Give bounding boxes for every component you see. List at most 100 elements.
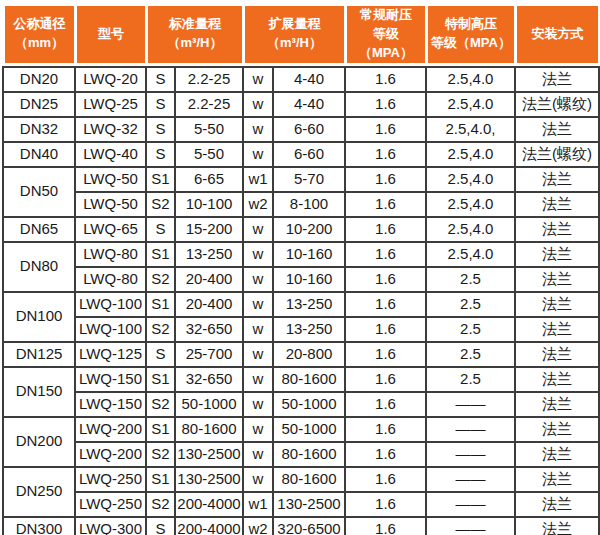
cell-normal-pressure: 1.6 [345,367,426,392]
cell-install-method: 法兰 [515,192,599,217]
cell-install-method: 法兰 [515,467,599,492]
cell-high-pressure: —— [426,492,515,517]
cell-standard-code: S2 [146,492,175,517]
cell-nominal-diameter: DN300 [3,517,75,535]
cell-standard-code: S [146,517,175,535]
cell-high-pressure: 2.5,4.0 [426,217,515,242]
cell-install-method: 法兰 [515,492,599,517]
cell-extended-range: 10-160 [273,267,345,292]
cell-normal-pressure: 1.6 [345,67,426,92]
cell-nominal-diameter: DN25 [3,92,75,117]
cell-install-method: 法兰 [515,342,599,367]
header-high-pressure: 特制高压 等级（MPA） [427,5,516,65]
cell-normal-pressure: 1.6 [345,342,426,367]
cell-extended-range: 4-40 [273,92,345,117]
cell-standard-code: S2 [146,392,175,417]
cell-high-pressure: 2.5 [426,342,515,367]
cell-normal-pressure: 1.6 [345,492,426,517]
cell-standard-range: 20-400 [175,267,243,292]
cell-model: LWQ-40 [75,142,146,167]
cell-extended-range: 5-70 [273,167,345,192]
cell-extended-range: 80-1600 [273,467,345,492]
cell-install-method: 法兰 [515,267,599,292]
cell-extended-range: 8-100 [273,192,345,217]
cell-model: LWQ-65 [75,217,146,242]
cell-standard-code: S2 [146,442,175,467]
cell-model: LWQ-250 [75,492,146,517]
cell-high-pressure: 2.5,4.0 [426,92,515,117]
cell-standard-code: S [146,67,175,92]
cell-extended-range: 6-60 [273,117,345,142]
cell-standard-range: 13-250 [175,242,243,267]
cell-standard-range: 200-4000 [175,492,243,517]
header-nominal-diameter: 公称通径 （mm） [4,5,76,65]
table-row: LWQ-100S232-650w13-2501.62.5法兰 [3,317,599,342]
cell-standard-range: 32-650 [175,317,243,342]
cell-extended-code: w1 [243,492,273,517]
header-extended-range: 扩展量程 （m³/H） [244,5,346,65]
cell-high-pressure: 2.5,4.0 [426,167,515,192]
cell-extended-code: w2 [243,517,273,535]
cell-nominal-diameter: DN125 [3,342,75,367]
cell-extended-range: 10-160 [273,242,345,267]
table-row: LWQ-250S2200-4000w1130-25001.6——法兰 [3,492,599,517]
cell-model: LWQ-50 [75,167,146,192]
cell-model: LWQ-25 [75,92,146,117]
cell-model: LWQ-250 [75,467,146,492]
cell-standard-range: 2.2-25 [175,92,243,117]
cell-standard-range: 20-400 [175,292,243,317]
cell-nominal-diameter: DN65 [3,217,75,242]
cell-normal-pressure: 1.6 [345,267,426,292]
cell-standard-code: S2 [146,267,175,292]
cell-model: LWQ-32 [75,117,146,142]
cell-install-method: 法兰 [515,442,599,467]
cell-install-method: 法兰 [515,367,599,392]
cell-extended-range: 6-60 [273,142,345,167]
cell-standard-range: 6-65 [175,167,243,192]
cell-normal-pressure: 1.6 [345,417,426,442]
cell-standard-range: 32-650 [175,367,243,392]
cell-model: LWQ-200 [75,417,146,442]
cell-normal-pressure: 1.6 [345,517,426,535]
cell-standard-range: 130-2500 [175,467,243,492]
cell-standard-code: S1 [146,367,175,392]
cell-install-method: 法兰 [515,117,599,142]
cell-standard-range: 25-700 [175,342,243,367]
cell-standard-code: S2 [146,192,175,217]
cell-install-method: 法兰 [515,517,599,535]
header-install-method: 安装方式 [516,5,600,65]
cell-high-pressure: 2.5,4.0 [426,142,515,167]
cell-extended-range: 320-6500 [273,517,345,535]
table-row: DN20LWQ-20S2.2-25w4-401.62.5,4.0法兰 [3,67,599,92]
table-row: DN125LWQ-125S25-700w20-8001.62.5法兰 [3,342,599,367]
cell-standard-code: S1 [146,242,175,267]
cell-normal-pressure: 1.6 [345,317,426,342]
cell-high-pressure: 2.5,4.0 [426,192,515,217]
cell-standard-range: 10-100 [175,192,243,217]
cell-install-method: 法兰 [515,242,599,267]
header-normal-pressure: 常规耐压 等级（MPA） [346,5,427,65]
cell-extended-code: w [243,317,273,342]
spec-table-header: 公称通径 （mm） 型号 标准量程 （m³/H） 扩展量程 （m³/H） 常规耐… [2,3,600,66]
cell-install-method: 法兰(螺纹) [515,92,599,117]
cell-extended-range: 50-1000 [273,417,345,442]
cell-install-method: 法兰 [515,217,599,242]
cell-model: LWQ-300 [75,517,146,535]
cell-high-pressure: —— [426,417,515,442]
cell-standard-code: S1 [146,167,175,192]
table-row: DN40LWQ-40S5-50w6-601.62.5,4.0法兰(螺纹) [3,142,599,167]
cell-extended-range: 50-1000 [273,392,345,417]
cell-nominal-diameter: DN100 [3,292,75,342]
cell-install-method: 法兰 [515,67,599,92]
cell-normal-pressure: 1.6 [345,92,426,117]
cell-extended-code: w [243,467,273,492]
header-model: 型号 [76,5,147,65]
cell-extended-range: 13-250 [273,292,345,317]
cell-standard-code: S1 [146,467,175,492]
cell-normal-pressure: 1.6 [345,442,426,467]
cell-standard-range: 130-2500 [175,442,243,467]
cell-normal-pressure: 1.6 [345,167,426,192]
cell-normal-pressure: 1.6 [345,242,426,267]
table-row: DN100LWQ-100S120-400w13-2501.62.5法兰 [3,292,599,317]
table-row: DN250LWQ-250S1130-2500w80-16001.6——法兰 [3,467,599,492]
